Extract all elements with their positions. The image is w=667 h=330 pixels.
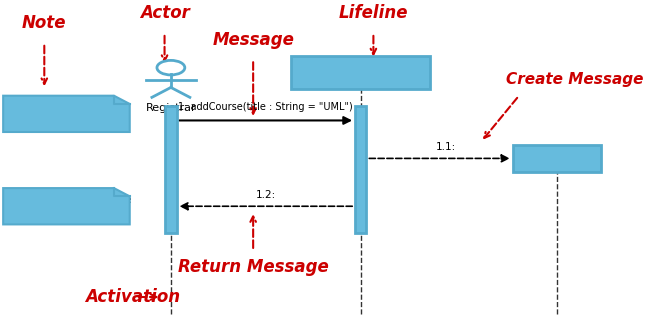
Text: 1.2:: 1.2: xyxy=(255,190,276,200)
Text: Activation: Activation xyxy=(85,288,181,306)
Text: The Registrar selects
"add course".: The Registrar selects "add course". xyxy=(9,103,119,125)
Polygon shape xyxy=(3,96,130,132)
Text: Lifeline: Lifeline xyxy=(339,4,408,22)
Text: 1: addCourse(title : String = "UML"): 1: addCourse(title : String = "UML") xyxy=(179,102,354,112)
FancyBboxPatch shape xyxy=(291,56,430,89)
Text: Actor: Actor xyxy=(139,4,189,22)
Text: Create Message: Create Message xyxy=(506,72,644,87)
Text: Return Message: Return Message xyxy=(178,258,329,276)
FancyBboxPatch shape xyxy=(165,106,177,233)
Polygon shape xyxy=(3,188,130,224)
Text: Note: Note xyxy=(22,14,67,32)
Text: Registrar: Registrar xyxy=(145,103,196,113)
FancyBboxPatch shape xyxy=(513,145,601,172)
Text: Message: Message xyxy=(212,31,294,49)
Text: uml : Course: uml : Course xyxy=(524,153,590,163)
FancyBboxPatch shape xyxy=(355,106,366,233)
Text: : RegistrationManager: : RegistrationManager xyxy=(307,68,415,78)
Text: The system creates the
new Course.: The system creates the new Course. xyxy=(9,195,132,217)
Text: 1.1:: 1.1: xyxy=(436,142,456,152)
